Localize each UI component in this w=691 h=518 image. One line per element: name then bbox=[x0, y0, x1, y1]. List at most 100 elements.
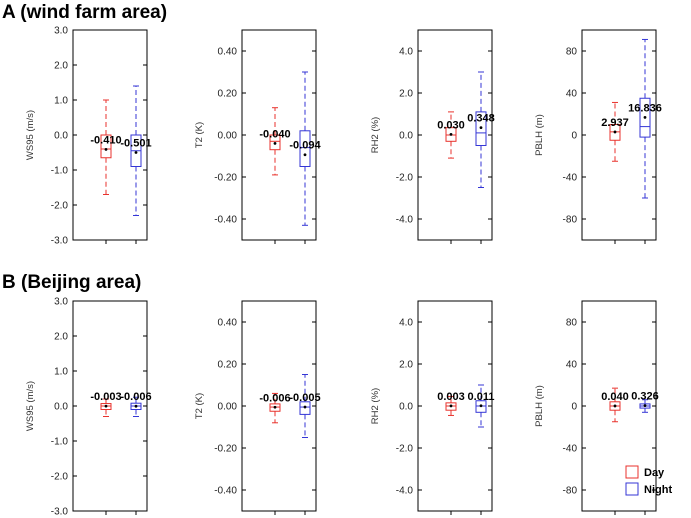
panel-b-1-night-mean-label: -0.006 bbox=[120, 391, 151, 403]
panel-a-2-ytick-label: -0.40 bbox=[214, 215, 237, 226]
panel-b-4-day-mean-point bbox=[613, 404, 617, 408]
panel-a-1-ytick-label: 2.0 bbox=[54, 61, 68, 72]
panel-a-2: -0.40 -0.20 0.00 0.20 0.40 T2 (K) -0.040-0.094 bbox=[194, 29, 321, 244]
panel-b-4-ylabel: PBLH (m) bbox=[534, 385, 545, 427]
panel-b-4-ytick-label: -80 bbox=[563, 486, 578, 497]
panel-a-3-ylabel: RH2 (%) bbox=[370, 117, 381, 153]
panel-b-3-ytick-label: 4.0 bbox=[399, 318, 413, 329]
panel-b-2: -0.40 -0.20 0.00 0.20 0.40 T2 (K) -0.006-0.005 bbox=[194, 300, 321, 515]
legend-day-label: Day bbox=[644, 467, 665, 479]
section-title-a: A (wind farm area) bbox=[2, 2, 167, 23]
panel-b-1-ytick-label: 3.0 bbox=[54, 297, 68, 308]
panel-b-2-ytick-label: -0.40 bbox=[214, 486, 237, 497]
panel-a-2-night-mean-label: -0.094 bbox=[289, 140, 321, 152]
panel-a-3-day-mean-point bbox=[449, 132, 453, 136]
panel-b-3-day-mean-point bbox=[449, 404, 453, 408]
panel-a-2-ytick-label: 0.40 bbox=[218, 47, 238, 58]
legend: Day Night bbox=[625, 465, 672, 496]
panel-a-1-day-box bbox=[100, 134, 112, 159]
panel-a-1-ytick-label: -1.0 bbox=[51, 166, 69, 177]
panel-a-3-ytick-label: -2.0 bbox=[396, 173, 414, 184]
panel-b-4-ytick-label: -40 bbox=[563, 444, 578, 455]
panel-b-1-ytick-label: 1.0 bbox=[54, 367, 68, 378]
panel-a-3-day-mean-label: 0.030 bbox=[437, 119, 465, 131]
panel-b-1-ytick-label: -2.0 bbox=[51, 472, 69, 483]
panel-a-2-day-mean-point bbox=[273, 142, 277, 145]
panel-a-4-day-mean-point bbox=[613, 130, 617, 134]
panel-a-4-night-mean-point bbox=[643, 115, 647, 119]
panel-b-3-day-mean-label: 0.003 bbox=[437, 391, 465, 403]
panel-b-1-night-mean-point bbox=[134, 404, 138, 408]
panel-a-4-ytick-label: -40 bbox=[563, 173, 578, 184]
panel-a-1-ytick-label: 3.0 bbox=[54, 26, 68, 37]
panel-a-4: -80 -40 0 40 80 PBLH (m) 2.937 16.836 bbox=[534, 29, 662, 244]
panel-a-4-ytick-label: -80 bbox=[563, 215, 578, 226]
panel-b-4-night-mean-label: 0.326 bbox=[631, 391, 659, 403]
panel-a-2-night-mean-point bbox=[303, 153, 307, 157]
panel-a-2-ytick-label: -0.20 bbox=[214, 173, 237, 184]
panel-a-3-night-mean-label: 0.348 bbox=[467, 113, 495, 125]
legend-day-swatch bbox=[625, 465, 639, 479]
panel-b-2-night-mean-point bbox=[303, 405, 307, 409]
panel-b-4: -80 -40 0 40 80 PBLH (m) 0.040 0.326 bbox=[534, 300, 659, 515]
panel-b-1-ytick-label: -3.0 bbox=[51, 507, 69, 518]
panel-a-1-ytick-label: -3.0 bbox=[51, 236, 69, 247]
panel-b-3-ytick-label: 2.0 bbox=[399, 360, 413, 371]
panel-a-1-ylabel: WS95 (m/s) bbox=[25, 110, 36, 160]
panel-b-1-ytick-label: 0.0 bbox=[54, 402, 68, 413]
panel-a-1-ytick-label: -2.0 bbox=[51, 201, 69, 212]
panel-a-3-ytick-label: 2.0 bbox=[399, 89, 413, 100]
panel-a-1-ytick-label: 1.0 bbox=[54, 96, 68, 107]
panel-b-2-ytick-label: 0.20 bbox=[218, 360, 238, 371]
panel-a-4-ytick-label: 80 bbox=[566, 47, 578, 58]
panel-b-4-night-mean-point bbox=[643, 404, 647, 408]
panel-b-3-night-mean-label: 0.011 bbox=[468, 391, 495, 403]
panel-a-1-night-mean-point bbox=[134, 151, 138, 154]
panel-a-2-day-mean-label: -0.040 bbox=[259, 128, 290, 140]
panel-a-4-ylabel: PBLH (m) bbox=[534, 114, 545, 156]
panel-b-2-ytick-label: 0.00 bbox=[218, 402, 238, 413]
panel-b-1: -3.0 -2.0 -1.0 0.0 1.0 2.0 3.0 WS95 (m/s) -0.003… bbox=[25, 297, 152, 518]
panel-b-4-ytick-label: 40 bbox=[566, 360, 578, 371]
panel-a-4-night-mean-label: 16.836 bbox=[628, 102, 662, 114]
panel-a-4-ytick-label: 40 bbox=[566, 89, 578, 100]
panel-b-2-night-mean-label: -0.005 bbox=[289, 392, 320, 404]
panel-a-3-ytick-label: 0.0 bbox=[399, 131, 413, 142]
panel-a-2-ylabel: T2 (K) bbox=[194, 122, 205, 148]
panel-a-3-ytick-label: -4.0 bbox=[396, 215, 414, 226]
panel-a-3-night-mean-point bbox=[479, 126, 483, 130]
panel-a-1-day-mean-point bbox=[104, 147, 108, 151]
panel-b-3-ytick-label: -4.0 bbox=[396, 486, 414, 497]
panel-b-3-ytick-label: 0.0 bbox=[399, 402, 413, 413]
panel-b-2-ylabel: T2 (K) bbox=[194, 393, 205, 419]
panel-a-2-night-box bbox=[299, 130, 311, 168]
panel-b-3-ylabel: RH2 (%) bbox=[370, 388, 381, 424]
panel-a-3-ytick-label: 4.0 bbox=[399, 47, 413, 58]
panel-a-2-ytick-label: 0.20 bbox=[218, 89, 238, 100]
panel-b-3-ytick-label: -2.0 bbox=[396, 444, 414, 455]
legend-night-swatch bbox=[625, 482, 639, 496]
panel-b-1-day-mean-point bbox=[104, 404, 108, 408]
panel-b-2-ytick-label: -0.20 bbox=[214, 444, 237, 455]
panel-a-4-ytick-label: 0 bbox=[571, 131, 577, 142]
panel-b-4-ytick-label: 80 bbox=[566, 318, 578, 329]
panel-b-3-night-mean-point bbox=[479, 404, 483, 408]
panel-a-1-day-mean-label: -0.410 bbox=[90, 134, 121, 146]
panel-a-1-ytick-label: 0.0 bbox=[54, 131, 68, 142]
panel-b-1-day-mean-label: -0.003 bbox=[90, 391, 121, 403]
panel-a-1-night-mean-label: -0.501 bbox=[120, 138, 151, 150]
panel-b-1-ytick-label: 2.0 bbox=[54, 332, 68, 343]
legend-night-label: Night bbox=[644, 484, 672, 496]
panel-b-1-ylabel: WS95 (m/s) bbox=[25, 381, 36, 431]
panel-b-2-day-mean-label: -0.006 bbox=[259, 392, 290, 404]
panel-a-4-day-mean-label: 2.937 bbox=[601, 117, 629, 129]
panel-b-2-ytick-label: 0.40 bbox=[218, 318, 238, 329]
panel-b-1-ytick-label: -1.0 bbox=[51, 437, 69, 448]
panel-b-3: -4.0 -2.0 0.0 2.0 4.0 RH2 (%) 0.003 0.011 bbox=[370, 300, 495, 515]
panels: -3.0 -2.0 -1.0 0.0 1.0 2.0 3.0 WS95 (m/s) -0.410… bbox=[25, 26, 662, 518]
panel-a-1: -3.0 -2.0 -1.0 0.0 1.0 2.0 3.0 WS95 (m/s) -0.410… bbox=[25, 26, 152, 247]
section-title-b: B (Beijing area) bbox=[2, 272, 141, 293]
panel-b-4-ytick-label: 0 bbox=[571, 402, 577, 413]
